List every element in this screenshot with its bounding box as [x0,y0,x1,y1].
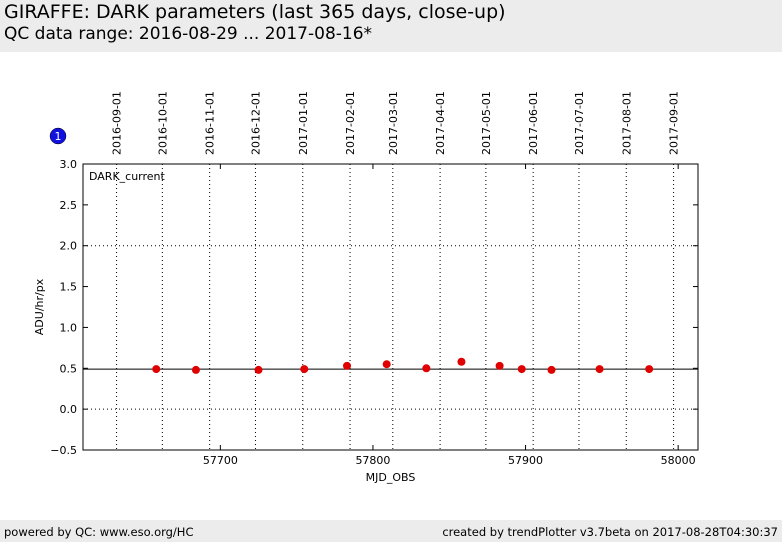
y-tick-label: 2.5 [60,199,78,212]
data-point [457,357,466,366]
date-tick-label: 2016-10-01 [156,91,169,155]
date-tick-label: 2017-08-01 [620,91,633,155]
x-tick-label: 57900 [508,454,543,467]
header-band [0,0,782,52]
plot-frame [82,163,699,451]
data-point [517,365,526,374]
data-point [495,361,504,370]
data-point [343,361,352,370]
footer-right: created by trendPlotter v3.7beta on 2017… [442,525,778,539]
data-point [422,364,431,373]
x-axis-label: MJD_OBS [366,471,416,484]
series-label: DARK_current [89,170,166,183]
data-point [547,365,556,374]
data-point [300,365,309,374]
title: GIRAFFE: DARK parameters (last 365 days,… [4,1,506,23]
x-tick-label: 58000 [661,454,696,467]
footer-band [0,520,782,542]
y-tick-label: 2.0 [60,240,78,253]
data-point [191,365,200,374]
date-tick-label: 2016-12-01 [249,91,262,155]
y-tick-label: 3.0 [60,158,78,171]
y-axis-label: ADU/hr/px [33,278,46,335]
date-tick-label: 2017-06-01 [527,91,540,155]
date-tick-label: 2017-01-01 [297,91,310,155]
y-tick-label: 0.5 [60,362,78,375]
badge [49,127,67,145]
date-tick-label: 2016-11-01 [204,91,217,155]
x-tick-label: 57800 [355,454,390,467]
data-point [254,365,263,374]
footer-left: powered by QC: www.eso.org/HC [4,525,193,539]
date-tick-label: 2017-05-01 [480,91,493,155]
date-tick-label: 2016-09-01 [111,91,124,155]
subtitle: QC data range: 2016-08-29 ... 2017-08-16… [4,24,372,44]
date-tick-label: 2017-04-01 [434,91,447,155]
data-point [595,365,604,374]
badge-label: 1 [55,130,62,143]
data-point [152,365,161,374]
date-tick-label: 2017-02-01 [344,91,357,155]
date-tick-label: 2017-09-01 [668,91,681,155]
data-point [382,360,391,369]
date-tick-label: 2017-07-01 [573,91,586,155]
x-tick-label: 57700 [203,454,238,467]
y-tick-label: −0.5 [50,444,77,457]
y-tick-label: 1.5 [60,281,78,294]
y-tick-label: 1.0 [60,321,78,334]
date-tick-label: 2017-03-01 [387,91,400,155]
data-point [645,365,654,374]
y-tick-label: 0.0 [60,403,78,416]
